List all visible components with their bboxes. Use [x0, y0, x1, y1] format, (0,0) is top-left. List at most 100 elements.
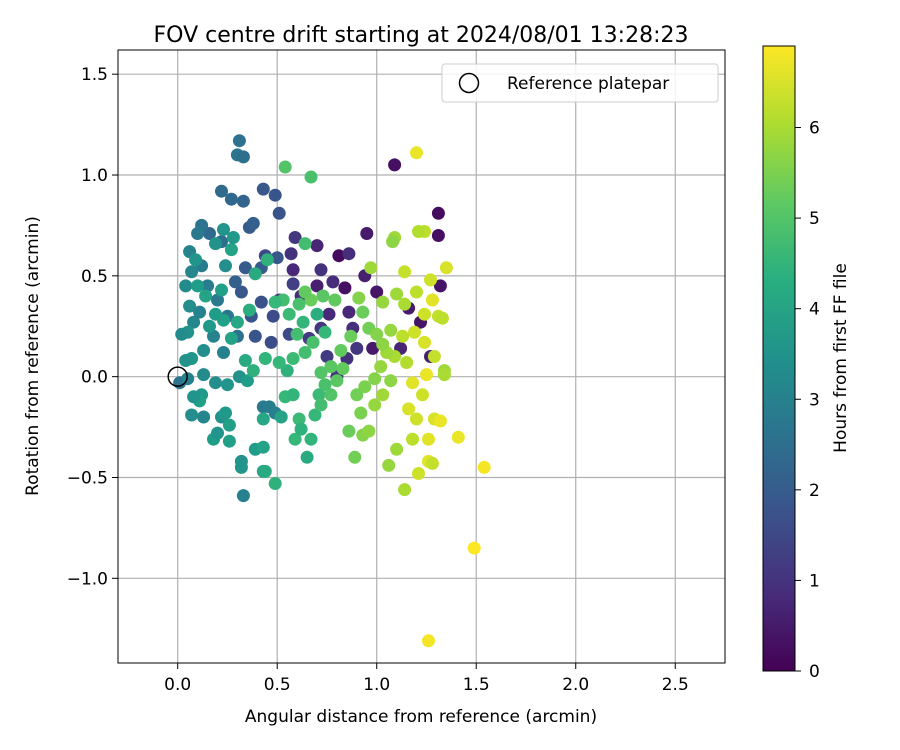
data-point — [338, 281, 352, 295]
data-point — [316, 289, 330, 303]
data-point — [433, 279, 447, 293]
legend: Reference platepar — [441, 63, 719, 103]
data-point — [300, 450, 314, 464]
data-point — [322, 307, 336, 321]
legend-box — [441, 63, 719, 103]
data-point — [203, 319, 216, 333]
data-point — [310, 307, 324, 321]
data-point — [179, 279, 193, 293]
colorbar-tick-label: 5 — [809, 209, 820, 229]
legend-reference-marker — [458, 72, 480, 94]
reference-platepar-marker — [167, 366, 188, 387]
data-point — [416, 388, 429, 402]
data-point — [412, 225, 425, 238]
plot-frame — [117, 49, 726, 664]
data-point — [246, 216, 260, 230]
data-point — [268, 295, 282, 309]
chart-title: FOV centre drift starting at 2024/08/01 … — [154, 23, 689, 48]
data-point — [197, 344, 211, 357]
data-point — [292, 412, 306, 426]
data-point — [433, 414, 447, 428]
x-tick-label: 2.0 — [562, 675, 589, 695]
data-point — [191, 227, 205, 240]
data-point — [437, 368, 451, 382]
data-point — [209, 307, 222, 321]
data-point — [467, 541, 481, 555]
data-point — [264, 335, 278, 349]
data-point — [439, 261, 453, 275]
data-point — [185, 265, 199, 279]
y-tick-label: 1.5 — [81, 65, 108, 85]
data-point — [344, 329, 358, 343]
data-point — [282, 307, 296, 321]
data-point — [390, 287, 404, 301]
data-point — [238, 261, 252, 275]
data-point — [187, 315, 201, 329]
x-tick-label: 1.0 — [363, 675, 390, 695]
data-point — [278, 160, 292, 174]
data-point — [368, 372, 382, 386]
colorbar-ticks: 0 1 2 3 4 5 6 — [795, 119, 820, 682]
data-point — [348, 450, 362, 464]
data-point — [203, 227, 216, 240]
data-point — [360, 227, 374, 240]
data-point — [268, 477, 282, 490]
data-point — [207, 329, 220, 343]
data-point — [234, 285, 248, 299]
data-point — [310, 239, 324, 253]
data-point — [258, 464, 272, 478]
data-point — [318, 378, 332, 392]
data-point — [314, 398, 328, 412]
data-point — [260, 253, 274, 267]
data-point — [242, 303, 256, 317]
data-point — [358, 380, 372, 394]
data-point — [215, 283, 228, 297]
data-point — [422, 634, 435, 648]
data-point — [362, 424, 376, 438]
data-point — [211, 293, 224, 307]
data-point — [332, 249, 346, 263]
colorbar-tick-label: 3 — [809, 390, 820, 410]
data-point — [370, 327, 384, 341]
data-point — [390, 442, 404, 456]
data-point — [222, 434, 236, 448]
data-point — [350, 388, 364, 402]
data-point — [334, 344, 348, 357]
data-point — [308, 408, 322, 422]
data-point — [268, 188, 282, 202]
data-point — [352, 291, 366, 305]
data-point — [324, 388, 338, 402]
data-point — [304, 170, 318, 184]
data-point — [406, 432, 419, 446]
data-point — [382, 458, 396, 472]
data-point — [274, 410, 288, 424]
data-point — [410, 146, 423, 160]
data-point — [324, 360, 338, 374]
data-point — [424, 273, 437, 287]
x-axis-label: Angular distance from reference (arcmin) — [245, 707, 597, 727]
data-point — [304, 432, 318, 446]
data-point — [183, 299, 197, 313]
data-point — [402, 402, 416, 416]
data-point — [286, 263, 300, 277]
x-axis-ticks: 0.0 0.5 1.0 1.5 2.0 2.5 — [164, 663, 689, 695]
y-tick-label: 0.0 — [81, 368, 108, 388]
data-point — [350, 341, 364, 355]
data-point — [370, 285, 384, 299]
data-point — [326, 275, 340, 289]
data-point — [240, 374, 254, 388]
data-point — [199, 289, 213, 303]
data-point — [228, 275, 242, 289]
colorbar-tick-label: 2 — [809, 481, 820, 501]
x-tick-label: 2.5 — [662, 675, 689, 695]
data-point — [215, 184, 228, 198]
data-point — [217, 346, 230, 359]
data-point — [238, 354, 252, 367]
data-point — [197, 410, 211, 424]
data-point — [410, 412, 423, 426]
data-point — [219, 406, 232, 420]
data-point — [290, 327, 304, 341]
y-axis-ticks: −1.0 −0.5 0.0 0.5 1.0 1.5 — [67, 65, 118, 589]
data-point — [222, 418, 236, 432]
data-point — [376, 295, 390, 309]
